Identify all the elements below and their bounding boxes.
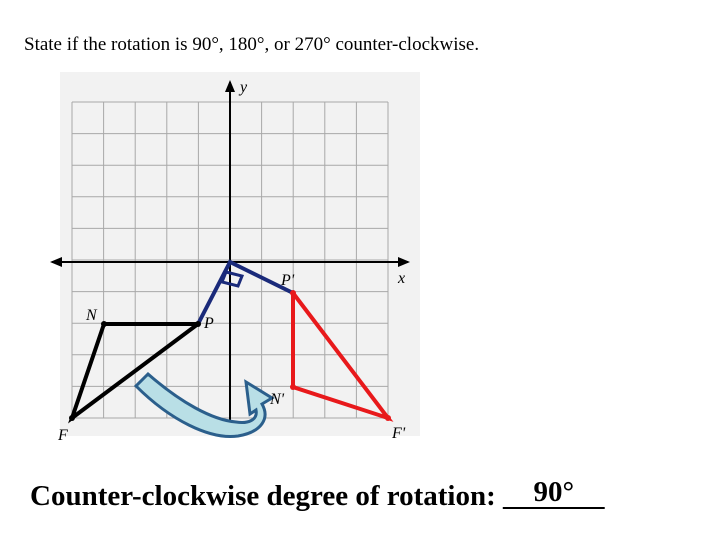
rotation-lines xyxy=(196,259,294,325)
answer-value: 90° xyxy=(533,476,575,508)
point-label: P' xyxy=(280,272,295,289)
point-label: N' xyxy=(269,391,285,408)
point-label: N xyxy=(85,307,98,324)
vertex-dots xyxy=(69,321,201,421)
y-arrow xyxy=(225,80,235,92)
answer-prompt: Counter-clockwise degree of rotation: xyxy=(30,480,496,512)
vertex-dots-image xyxy=(290,290,391,421)
point-label: F xyxy=(57,427,68,444)
right-angle-mark xyxy=(219,270,245,288)
triangle-original xyxy=(68,322,200,424)
triangle-image xyxy=(291,291,394,422)
y-axis-label: y xyxy=(238,79,248,96)
graph-background xyxy=(60,72,420,436)
answer-line: Counter-clockwise degree of rotation: __… xyxy=(30,476,605,513)
answer-blank: _______ xyxy=(503,480,605,512)
x-axis-label: x xyxy=(397,270,405,287)
rotation-arrow xyxy=(133,371,275,439)
answer-blank-wrap: _______ 90° xyxy=(503,476,605,513)
instruction: State if the rotation is 90°, 180°, or 2… xyxy=(24,34,480,55)
x-arrow-left xyxy=(50,257,62,267)
point-label: F' xyxy=(391,425,406,442)
x-arrow-right xyxy=(398,257,410,267)
point-label: P xyxy=(203,315,214,332)
